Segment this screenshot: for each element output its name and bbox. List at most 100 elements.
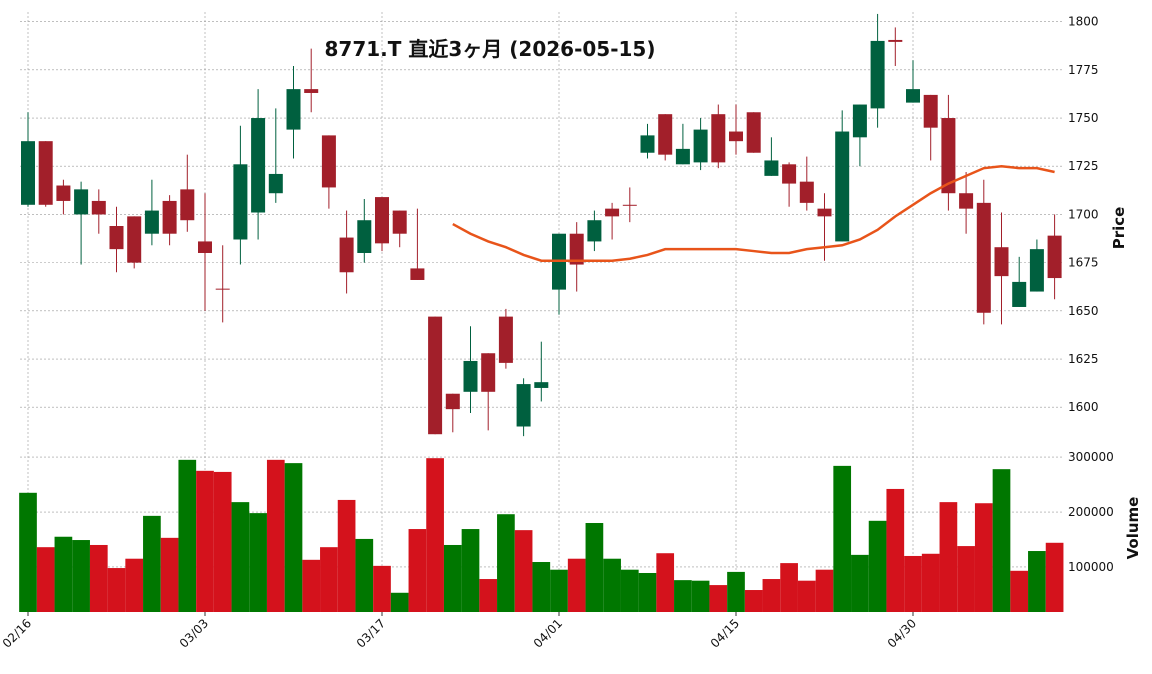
candle-body xyxy=(746,112,761,153)
candle-body xyxy=(233,164,248,240)
volume-bar xyxy=(373,565,391,612)
candle-body xyxy=(711,114,726,163)
candle-body xyxy=(1047,235,1062,279)
y-tick-label: 1650 xyxy=(1068,304,1099,318)
volume-tick-label: 300000 xyxy=(1068,450,1114,464)
volume-bar xyxy=(36,547,55,612)
volume-bar xyxy=(585,523,604,612)
volume-bar xyxy=(620,569,639,612)
y-tick-label: 1600 xyxy=(1068,400,1099,414)
candle-body xyxy=(445,393,460,410)
candle-body xyxy=(375,197,389,244)
volume-bar xyxy=(266,459,285,612)
volume-axis-title: Volume xyxy=(1124,497,1142,560)
candle-body xyxy=(835,131,850,242)
chart-title: 8771.T 直近3ヶ月 (2026-05-15) xyxy=(325,37,656,61)
volume-bar xyxy=(107,568,126,612)
candle-body xyxy=(38,141,53,205)
volume-bar xyxy=(19,492,37,612)
volume-bar xyxy=(125,558,144,612)
candle-body xyxy=(799,181,814,203)
volume-bar xyxy=(762,579,781,612)
candle-body xyxy=(357,220,372,253)
volume-bar xyxy=(514,530,533,612)
volume-tick-label: 100000 xyxy=(1068,560,1114,574)
volume-bar xyxy=(567,558,586,612)
volume-bar xyxy=(851,554,869,612)
candle-body xyxy=(251,118,266,213)
volume-bar xyxy=(72,540,90,612)
candle-body xyxy=(870,40,885,109)
candle-body xyxy=(994,247,1009,277)
volume-bar xyxy=(780,563,798,612)
y-axis-title: Price xyxy=(1110,207,1128,250)
volume-bar xyxy=(284,463,303,612)
candle-body xyxy=(392,210,407,234)
candle-body xyxy=(162,200,177,234)
candle-body xyxy=(56,185,71,201)
volume-bar xyxy=(143,515,161,612)
volume-bar xyxy=(249,513,267,612)
volume-bar xyxy=(868,520,887,612)
candle-body xyxy=(1029,249,1044,292)
candle-body xyxy=(888,39,903,42)
volume-bar xyxy=(461,529,480,612)
volume-bar xyxy=(408,529,427,612)
x-tick-label: 04/15 xyxy=(708,616,742,650)
volume-bar xyxy=(674,580,692,612)
candle-body xyxy=(215,288,230,290)
candle-body xyxy=(198,241,212,253)
candle-body xyxy=(764,160,779,176)
candle-body xyxy=(268,173,283,194)
y-tick-label: 1700 xyxy=(1068,207,1099,221)
volume-bar xyxy=(815,569,834,612)
volume-bar xyxy=(886,488,905,612)
x-tick-label: 04/30 xyxy=(885,616,919,650)
candle-body xyxy=(569,233,584,265)
candle-body xyxy=(658,114,673,155)
volume-bar xyxy=(957,546,975,612)
candle-body xyxy=(91,200,106,215)
volume-bar xyxy=(532,562,551,612)
volume-bar xyxy=(213,471,232,612)
volume-bar xyxy=(656,553,675,612)
candle-body xyxy=(428,316,443,435)
candle-body xyxy=(304,89,319,93)
volume-bar xyxy=(550,569,568,612)
candle-body xyxy=(180,189,195,221)
y-tick-label: 1800 xyxy=(1068,15,1099,29)
moving-average-line xyxy=(452,164,1055,262)
volume-bar xyxy=(603,558,621,612)
volume-bar xyxy=(337,499,356,612)
volume-bar xyxy=(178,459,197,612)
volume-bar xyxy=(797,580,816,612)
volume-bar xyxy=(160,537,179,612)
candle-body xyxy=(74,189,89,215)
candle-body xyxy=(410,268,425,280)
candle-body xyxy=(463,360,478,392)
volume-bar xyxy=(231,502,250,612)
volume-bar xyxy=(390,592,409,612)
volume-bar xyxy=(833,465,852,612)
candle-body xyxy=(587,220,602,242)
volume-bar xyxy=(302,559,321,612)
candle-body xyxy=(481,353,496,392)
volume-bar xyxy=(1010,570,1029,612)
volume-bar xyxy=(355,538,374,612)
candle-body xyxy=(144,210,159,234)
volume-bar xyxy=(921,553,940,612)
volume-bar xyxy=(1045,542,1064,612)
candle-body xyxy=(109,226,124,250)
candle-body xyxy=(782,164,797,184)
volume-bar xyxy=(974,503,993,612)
volume-bar xyxy=(992,469,1011,612)
volume-bar xyxy=(744,590,763,612)
x-tick-label: 02/16 xyxy=(0,616,34,650)
volume-bar xyxy=(638,572,657,612)
volume-bar xyxy=(426,458,444,612)
candle-body xyxy=(906,89,920,103)
candle-body xyxy=(923,94,938,128)
volume-tick-label: 200000 xyxy=(1068,505,1114,519)
volume-bar xyxy=(691,580,710,612)
